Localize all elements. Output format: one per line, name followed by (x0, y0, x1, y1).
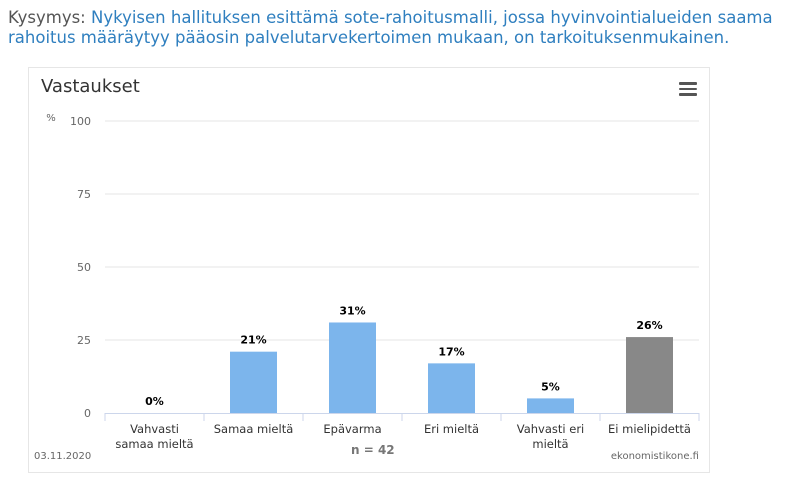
menu-icon[interactable] (679, 82, 697, 96)
bar (527, 398, 574, 413)
y-tick-label: 25 (77, 334, 91, 347)
credit-link[interactable]: ekonomistikone.fi (610, 451, 699, 462)
x-tick-label: Samaa mieltä (214, 422, 294, 436)
question: Kysymys: Nykyisen hallituksen esittämä s… (8, 8, 788, 48)
y-tick-label: 100 (70, 115, 91, 128)
question-label: Kysymys: (8, 8, 86, 27)
data-label: 5% (541, 380, 560, 393)
data-label: 0% (145, 395, 164, 408)
date-label: 03.11.2020 (34, 451, 92, 462)
y-axis-label: % (46, 113, 56, 124)
x-tick-label: Epävarma (323, 422, 381, 436)
x-tick-label: Vahvasti samaa mieltä (115, 422, 193, 451)
y-tick-label: 0 (84, 407, 91, 420)
bar (428, 363, 475, 413)
bar-chart: 0 25 50 75 100% 0% Vahvasti samaa mieltä 21% Sama… (46, 113, 700, 451)
data-label: 17% (438, 345, 464, 358)
y-tick-label: 75 (77, 188, 91, 201)
data-label: 21% (240, 334, 266, 347)
n-label: n = 42 (351, 443, 395, 457)
bar (329, 322, 376, 413)
data-label: 31% (339, 304, 365, 317)
x-tick-label: Ei mielipidettä (608, 422, 691, 436)
bar (626, 337, 673, 413)
question-text: Nykyisen hallituksen esittämä sote-rahoi… (8, 8, 773, 47)
data-label: 26% (636, 319, 662, 332)
x-tick-label: Vahvasti eri mieltä (517, 422, 585, 451)
bar (230, 351, 277, 413)
chart-title: Vastaukset (41, 76, 140, 97)
x-tick-label: Eri mieltä (424, 422, 479, 436)
chart-card: Vastaukset 0 25 50 75 100% 0% Vahvasti samaa mi… (28, 67, 710, 473)
y-tick-label: 50 (77, 261, 91, 274)
